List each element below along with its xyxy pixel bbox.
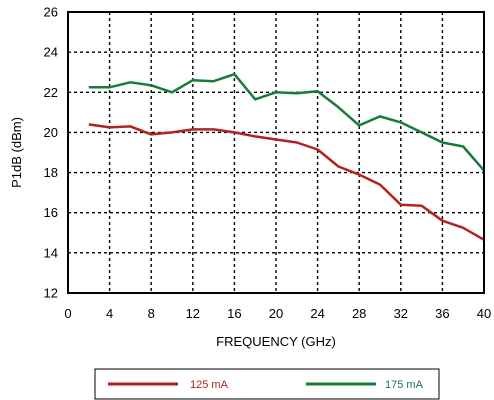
x-axis-label: FREQUENCY (GHz) <box>216 334 336 349</box>
x-tick-label: 0 <box>64 306 71 321</box>
y-tick-labels: 12 14 16 18 20 22 24 26 <box>44 5 58 301</box>
series-line-1 <box>88 123 485 241</box>
y-tick-label: 14 <box>44 245 58 260</box>
x-tick-label: 24 <box>310 306 324 321</box>
series-line-2 <box>88 72 485 172</box>
y-tick-label: 12 <box>44 286 58 301</box>
x-tick-label: 40 <box>477 306 491 321</box>
plot-frame <box>67 11 485 294</box>
x-tick-label: 4 <box>106 306 113 321</box>
y-tick-label: 16 <box>44 205 58 220</box>
x-tick-label: 32 <box>394 306 408 321</box>
y-tick-label: 24 <box>44 45 58 60</box>
y-tick-label: 18 <box>44 165 58 180</box>
legend: 125 mA 175 mA <box>108 379 424 391</box>
x-tick-labels: 0 4 8 12 16 20 24 28 32 36 40 <box>64 306 491 321</box>
series-layer <box>88 72 485 241</box>
grid-lines <box>68 12 484 293</box>
x-tick-label: 8 <box>148 306 155 321</box>
y-tick-label: 20 <box>44 125 58 140</box>
y-tick-label: 26 <box>44 5 58 20</box>
x-tick-label: 36 <box>435 306 449 321</box>
x-tick-label: 28 <box>352 306 366 321</box>
legend-label-2: 175 mA <box>385 379 424 391</box>
x-tick-label: 12 <box>186 306 200 321</box>
legend-label-1: 125 mA <box>190 379 229 391</box>
y-axis-label: P1dB (dBm) <box>9 117 24 188</box>
x-tick-label: 16 <box>227 306 241 321</box>
y-tick-label: 22 <box>44 85 58 100</box>
x-tick-label: 20 <box>269 306 283 321</box>
